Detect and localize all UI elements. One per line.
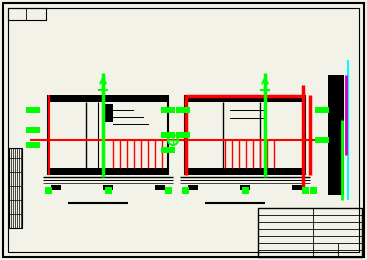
Bar: [185, 95, 305, 102]
Bar: [242, 187, 249, 194]
Bar: [26, 107, 40, 113]
Bar: [315, 137, 329, 143]
Bar: [48, 168, 168, 175]
Bar: [26, 142, 40, 148]
Bar: [328, 75, 344, 195]
Bar: [161, 132, 175, 138]
Bar: [292, 185, 302, 190]
Bar: [176, 107, 190, 113]
Bar: [188, 185, 198, 190]
Bar: [103, 104, 113, 122]
Bar: [8, 8, 46, 20]
Bar: [161, 107, 175, 113]
Bar: [51, 185, 61, 190]
Bar: [315, 107, 329, 113]
Bar: [165, 187, 172, 194]
Bar: [9, 148, 22, 228]
Bar: [48, 95, 168, 102]
Bar: [103, 185, 113, 190]
Bar: [176, 132, 190, 138]
Bar: [310, 187, 317, 194]
Bar: [45, 187, 52, 194]
Bar: [258, 208, 362, 257]
Bar: [155, 185, 165, 190]
Bar: [302, 187, 309, 194]
Bar: [182, 187, 189, 194]
Bar: [26, 127, 40, 133]
Bar: [105, 187, 112, 194]
Bar: [161, 147, 175, 153]
Bar: [185, 168, 305, 175]
Bar: [240, 185, 250, 190]
